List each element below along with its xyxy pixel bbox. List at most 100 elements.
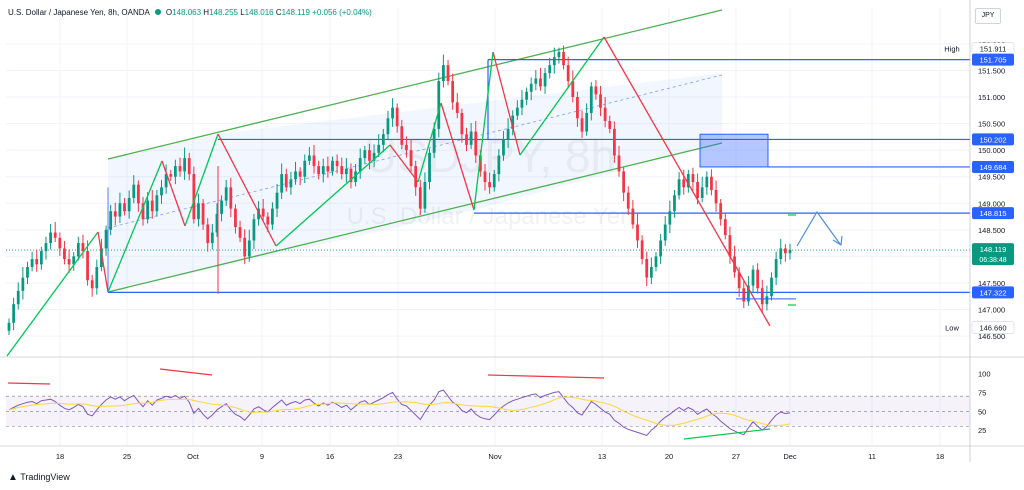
x-tick-label: 23 bbox=[394, 452, 402, 461]
candle-body bbox=[585, 112, 589, 132]
candle-body bbox=[104, 229, 108, 249]
candle-body bbox=[183, 158, 186, 172]
candle-body bbox=[243, 237, 247, 257]
candle-body bbox=[220, 200, 223, 214]
zigzag-segment bbox=[184, 133, 219, 227]
candle-body bbox=[460, 112, 464, 135]
candle-body bbox=[340, 166, 344, 175]
candle-body bbox=[432, 128, 436, 153]
candle-body bbox=[719, 203, 723, 220]
price-label-value: 149.684 bbox=[979, 163, 1006, 172]
divergence-line bbox=[159, 368, 213, 376]
zigzag-segment bbox=[417, 102, 442, 183]
price-label-value: 151.705 bbox=[979, 56, 1006, 65]
price-label-bg bbox=[972, 53, 1014, 66]
candle-body bbox=[76, 243, 80, 257]
candle-body bbox=[770, 277, 773, 297]
candle-body bbox=[201, 203, 205, 225]
candle-body bbox=[321, 166, 325, 175]
candle-body bbox=[779, 248, 783, 260]
candle-body bbox=[26, 267, 29, 278]
candle-body bbox=[368, 150, 371, 161]
candle-body bbox=[562, 51, 565, 66]
candle-body bbox=[442, 65, 445, 82]
candle-body bbox=[446, 65, 450, 82]
bar-countdown: 06:38:48 bbox=[979, 257, 1006, 264]
candle-body bbox=[682, 179, 686, 188]
y-tick-label: 149.000 bbox=[978, 199, 1005, 208]
ohlc-close: 148.119 bbox=[281, 8, 310, 17]
candle-body bbox=[474, 131, 478, 156]
candle-body bbox=[649, 267, 653, 278]
rsi-pane bbox=[6, 368, 970, 440]
zigzag-segment bbox=[107, 160, 163, 293]
candle-body bbox=[409, 150, 413, 167]
candle-body bbox=[58, 237, 62, 249]
candle-body bbox=[294, 171, 297, 180]
ohlc-h-label: H bbox=[203, 8, 210, 17]
x-tick-label: 16 bbox=[326, 452, 334, 461]
extreme-label-value: 146.660 bbox=[979, 324, 1006, 333]
candle-body bbox=[238, 227, 242, 238]
candle-body bbox=[599, 94, 602, 108]
price-label-level: 151.705 bbox=[972, 53, 1014, 66]
candle-body bbox=[49, 232, 52, 244]
symbol-header: U.S. Dollar / Japanese Yen, 8h, OANDA O1… bbox=[8, 8, 372, 17]
candle-body bbox=[229, 187, 233, 209]
candle-body bbox=[756, 269, 760, 289]
candle-body bbox=[109, 211, 113, 230]
market-status-icon bbox=[154, 9, 161, 15]
candle-body bbox=[72, 256, 76, 265]
projection-arrow bbox=[796, 210, 841, 247]
candle-body bbox=[617, 155, 621, 172]
price-label-bg bbox=[972, 286, 1014, 299]
candle-body bbox=[358, 158, 362, 172]
price-label-level: 147.322 bbox=[972, 286, 1014, 299]
price-label-current: 148.119 06:38:48 bbox=[972, 243, 1014, 266]
tradingview-logo-icon: ▲ bbox=[8, 472, 18, 483]
tradingview-branding[interactable]: ▲ TradingView bbox=[8, 472, 70, 483]
candle-body bbox=[386, 118, 390, 135]
candle-body bbox=[548, 65, 552, 74]
y-tick-label: 149.500 bbox=[978, 173, 1005, 182]
zigzag-segment bbox=[97, 231, 109, 293]
candle-body bbox=[465, 134, 468, 145]
candle-body bbox=[266, 216, 270, 225]
candle-body bbox=[331, 160, 334, 172]
ohlc-l-label: L bbox=[240, 8, 245, 17]
candle-body bbox=[298, 171, 302, 177]
candle-body bbox=[543, 73, 547, 87]
candle-body bbox=[654, 256, 658, 268]
candle-body bbox=[247, 240, 251, 257]
candle-body bbox=[608, 120, 612, 129]
candle-body bbox=[123, 203, 126, 212]
candle-body bbox=[335, 160, 339, 167]
currency-button[interactable]: JPY bbox=[975, 8, 1001, 24]
candle-body bbox=[81, 243, 85, 252]
y-tick-label: 147.500 bbox=[978, 279, 1005, 288]
zigzag-segment bbox=[217, 133, 277, 247]
candle-body bbox=[580, 118, 584, 132]
candle-body bbox=[723, 219, 727, 236]
candle-body bbox=[317, 166, 321, 175]
candle-body bbox=[576, 97, 579, 119]
x-tick-label: Dec bbox=[783, 452, 797, 461]
candle-body bbox=[663, 224, 667, 241]
candle-body bbox=[783, 248, 787, 254]
candle-body bbox=[525, 91, 528, 100]
candle-body bbox=[160, 187, 163, 196]
candle-body bbox=[326, 166, 330, 172]
y-tick-label: 146.500 bbox=[978, 332, 1005, 341]
candle-body bbox=[589, 86, 593, 113]
branding-label: TradingView bbox=[20, 472, 70, 482]
candle-body bbox=[178, 166, 182, 172]
price-label-level: 148.815 bbox=[972, 207, 1014, 220]
zigzag-segment bbox=[473, 51, 494, 211]
candle-body bbox=[469, 131, 473, 145]
candle-body bbox=[280, 174, 284, 193]
symbol-title: U.S. Dollar / Japanese Yen, 8h, OANDA bbox=[8, 8, 150, 17]
ohlc-change: +0.056 (+0.04%) bbox=[312, 8, 372, 17]
candle-body bbox=[515, 107, 519, 116]
candle-body bbox=[751, 269, 755, 286]
